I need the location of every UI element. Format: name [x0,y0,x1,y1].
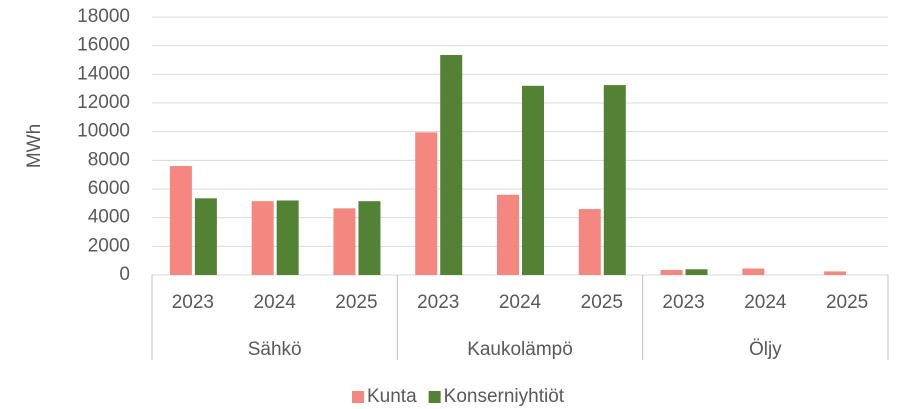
bar [333,208,356,275]
bar [169,166,192,275]
bar [660,269,683,275]
bar [685,269,708,275]
y-tick-label: 8000 [88,149,130,170]
y-tick-label: 4000 [88,207,130,228]
legend-label: Kunta [367,386,417,407]
x-tick-label: 2023 [662,292,704,313]
x-tick-label: 2024 [744,292,787,313]
bar [578,209,601,275]
y-tick-label: 18000 [77,6,130,27]
legend-swatch [352,391,364,403]
group-label: Kaukolämpö [467,339,573,360]
bar [742,268,765,275]
y-axis-label: MWh [24,124,45,168]
bar [251,201,274,275]
y-tick-label: 14000 [77,63,130,84]
bar [522,85,544,275]
y-tick-label: 2000 [88,235,130,256]
bar [440,54,463,275]
x-tick-label: 2023 [417,292,459,313]
bar [194,198,217,275]
legend-swatch [428,391,441,403]
bar [358,201,381,275]
bar [603,85,626,275]
x-tick-label: 2025 [826,292,868,313]
bar [824,271,847,275]
y-tick-label: 10000 [77,121,130,142]
x-tick-label: 2025 [335,292,377,313]
x-tick-label: 2025 [581,292,623,313]
y-tick-label: 0 [119,264,130,285]
y-tick-label: 12000 [77,92,130,113]
bar [415,132,438,275]
x-tick-label: 2024 [254,292,297,313]
x-tick-label: 2023 [172,292,214,313]
group-label: Sähkö [248,339,302,360]
x-tick-label: 2024 [499,292,542,313]
y-tick-label: 16000 [77,35,130,56]
group-label: Öljy [749,339,782,360]
y-tick-label: 6000 [88,178,130,199]
bar [276,200,299,275]
bar [497,194,519,275]
legend-label: Konserniyhtiöt [444,386,565,407]
